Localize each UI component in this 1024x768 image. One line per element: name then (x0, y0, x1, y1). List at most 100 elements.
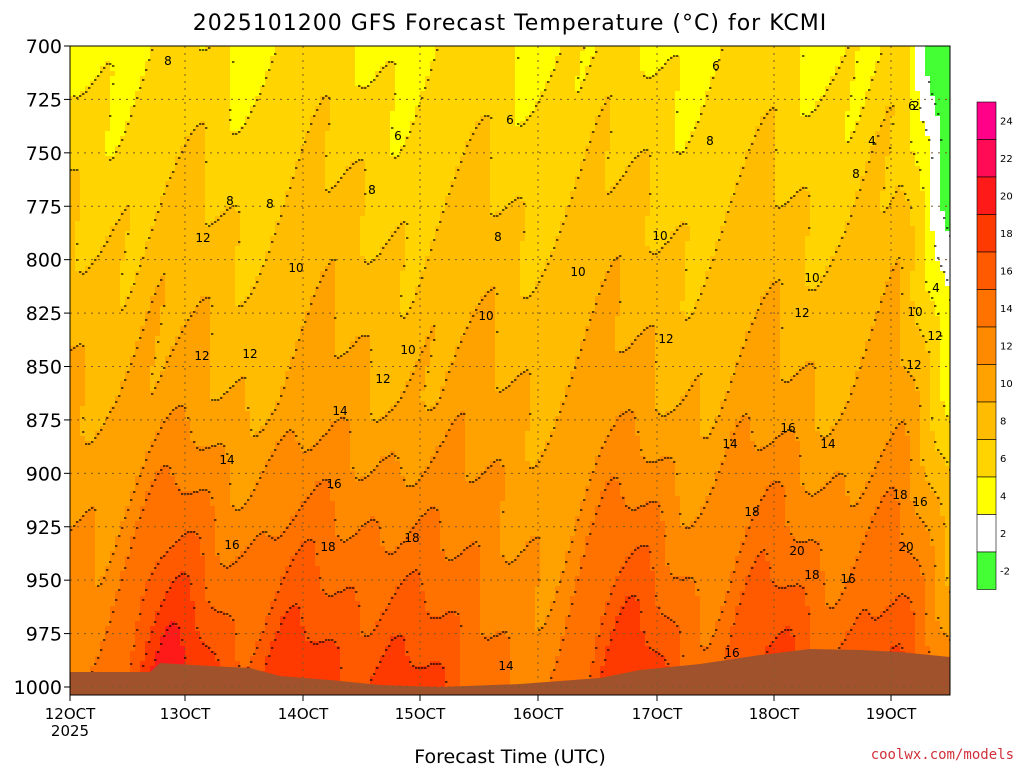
heat-cell (75, 231, 81, 237)
heat-cell (130, 121, 136, 127)
heat-cell (245, 66, 251, 72)
heat-cell (155, 501, 161, 507)
heat-cell (190, 216, 196, 222)
heat-cell (225, 221, 231, 227)
heat-cell (115, 96, 121, 102)
heat-cell (165, 601, 171, 607)
heat-cell (110, 441, 116, 447)
heat-cell (185, 96, 191, 102)
heat-cell (120, 596, 126, 602)
heat-cell (165, 76, 171, 82)
heat-cell (215, 116, 221, 122)
heat-cell (225, 621, 231, 627)
heat-cell (125, 641, 131, 647)
heat-cell (225, 276, 231, 282)
heat-cell (100, 191, 106, 197)
heat-cell (210, 91, 216, 97)
heat-cell (90, 536, 96, 542)
heat-cell (80, 346, 86, 352)
heat-cell (120, 51, 126, 57)
heat-cell (230, 281, 236, 287)
heat-cell (200, 651, 206, 657)
heat-cell (225, 361, 231, 367)
heat-cell (80, 96, 86, 102)
heat-cell (215, 581, 221, 587)
heat-cell (95, 641, 101, 647)
heat-cell (215, 571, 221, 577)
heat-cell (205, 596, 211, 602)
heat-cell (115, 266, 121, 272)
heat-cell (155, 506, 161, 512)
heat-cell (90, 91, 96, 97)
heat-cell (120, 446, 126, 452)
heat-cell (225, 286, 231, 292)
heat-cell (160, 411, 166, 417)
heat-cell (160, 531, 166, 537)
heat-cell (85, 346, 91, 352)
heat-cell (105, 636, 111, 642)
heat-cell (170, 266, 176, 272)
heat-cell (205, 486, 211, 492)
heat-cell (250, 221, 256, 227)
heat-cell (115, 81, 121, 87)
heat-cell (185, 86, 191, 92)
heat-cell (235, 251, 241, 257)
heat-cell (190, 646, 196, 652)
heat-cell (190, 211, 196, 217)
heat-cell (130, 426, 136, 432)
heat-cell (130, 61, 136, 67)
heat-cell (155, 151, 161, 157)
heat-cell (85, 461, 91, 467)
heat-cell (195, 146, 201, 152)
heat-cell (140, 91, 146, 97)
heat-cell (225, 516, 231, 522)
heat-cell (195, 426, 201, 432)
heat-cell (240, 506, 246, 512)
heat-cell (90, 241, 96, 247)
heat-cell (110, 256, 116, 262)
heat-cell (220, 201, 226, 207)
heat-cell (185, 186, 191, 192)
heat-cell (120, 241, 126, 247)
heat-cell (240, 616, 246, 622)
heat-cell (235, 516, 241, 522)
heat-cell (175, 76, 181, 82)
heat-cell (70, 626, 76, 632)
heat-cell (130, 381, 136, 387)
heat-cell (175, 696, 181, 702)
heat-cell (200, 131, 206, 137)
heat-cell (215, 111, 221, 117)
heat-cell (100, 341, 106, 347)
heat-cell (115, 381, 121, 387)
heat-cell (120, 636, 126, 642)
heat-cell (170, 251, 176, 257)
heat-cell (175, 51, 181, 57)
heat-cell (210, 226, 216, 232)
heat-cell (255, 61, 261, 67)
heat-cell (235, 126, 241, 132)
heat-cell (85, 561, 91, 567)
heat-cell (200, 461, 206, 467)
heat-cell (255, 651, 261, 657)
heat-cell (90, 151, 96, 157)
heat-cell (180, 356, 186, 362)
heat-cell (90, 401, 96, 407)
heat-cell (70, 601, 76, 607)
heat-cell (240, 231, 246, 237)
heat-cell (85, 661, 91, 667)
heat-cell (85, 591, 91, 597)
heat-cell (195, 71, 201, 77)
heat-cell (185, 401, 191, 407)
heat-cell (105, 406, 111, 412)
heat-cell (185, 276, 191, 282)
heat-cell (225, 291, 231, 297)
heat-cell (235, 101, 241, 107)
heat-cell (175, 166, 181, 172)
heat-cell (145, 171, 151, 177)
heat-cell (175, 361, 181, 367)
heat-cell (105, 266, 111, 272)
heat-cell (245, 231, 251, 237)
heat-cell (165, 136, 171, 142)
heat-cell (220, 221, 226, 227)
heat-cell (180, 601, 186, 607)
